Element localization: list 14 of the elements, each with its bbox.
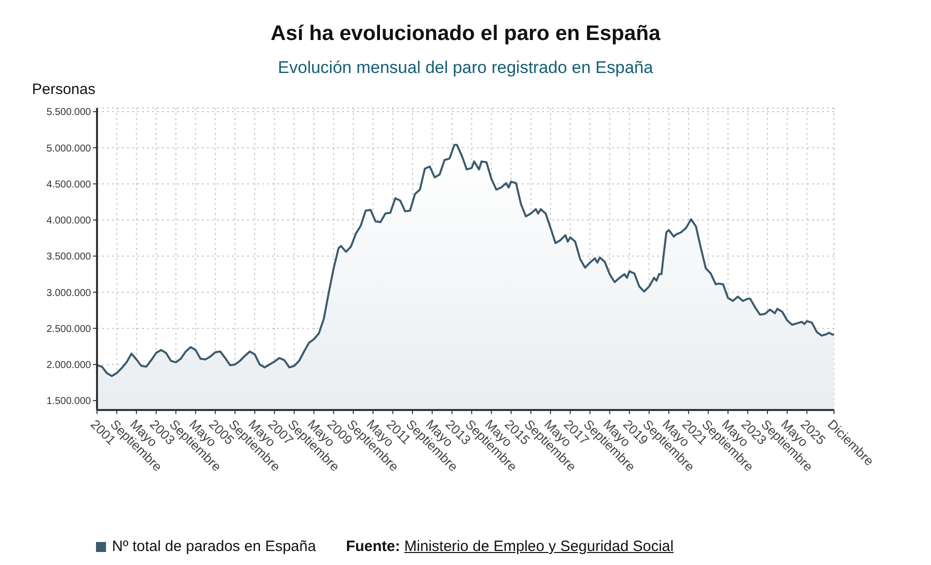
y-tick-label: 5.500.000 — [46, 107, 92, 118]
chart-title: Así ha evolucionado el paro en España — [270, 22, 662, 46]
chart-subtitle: Evolución mensual del paro registrado en España — [276, 58, 654, 78]
y-axis-title: Personas — [32, 81, 96, 98]
y-tick-label: 4.500.000 — [46, 179, 92, 190]
legend-label: Nº total de parados en España — [111, 538, 316, 555]
y-tick-label: 3.500.000 — [46, 252, 92, 263]
y-tick-label: 1.500.000 — [46, 396, 92, 408]
source-note: Fuente: Ministerio de Empleo y Seguridad Social — [346, 538, 674, 555]
y-tick-label: 2.000.000 — [46, 360, 92, 372]
y-tick-label: 4.000.000 — [46, 216, 92, 227]
y-tick-label: 2.500.000 — [46, 324, 92, 335]
y-tick-label: 5.000.000 — [46, 143, 92, 154]
y-tick-label: 3.000.000 — [46, 288, 92, 299]
